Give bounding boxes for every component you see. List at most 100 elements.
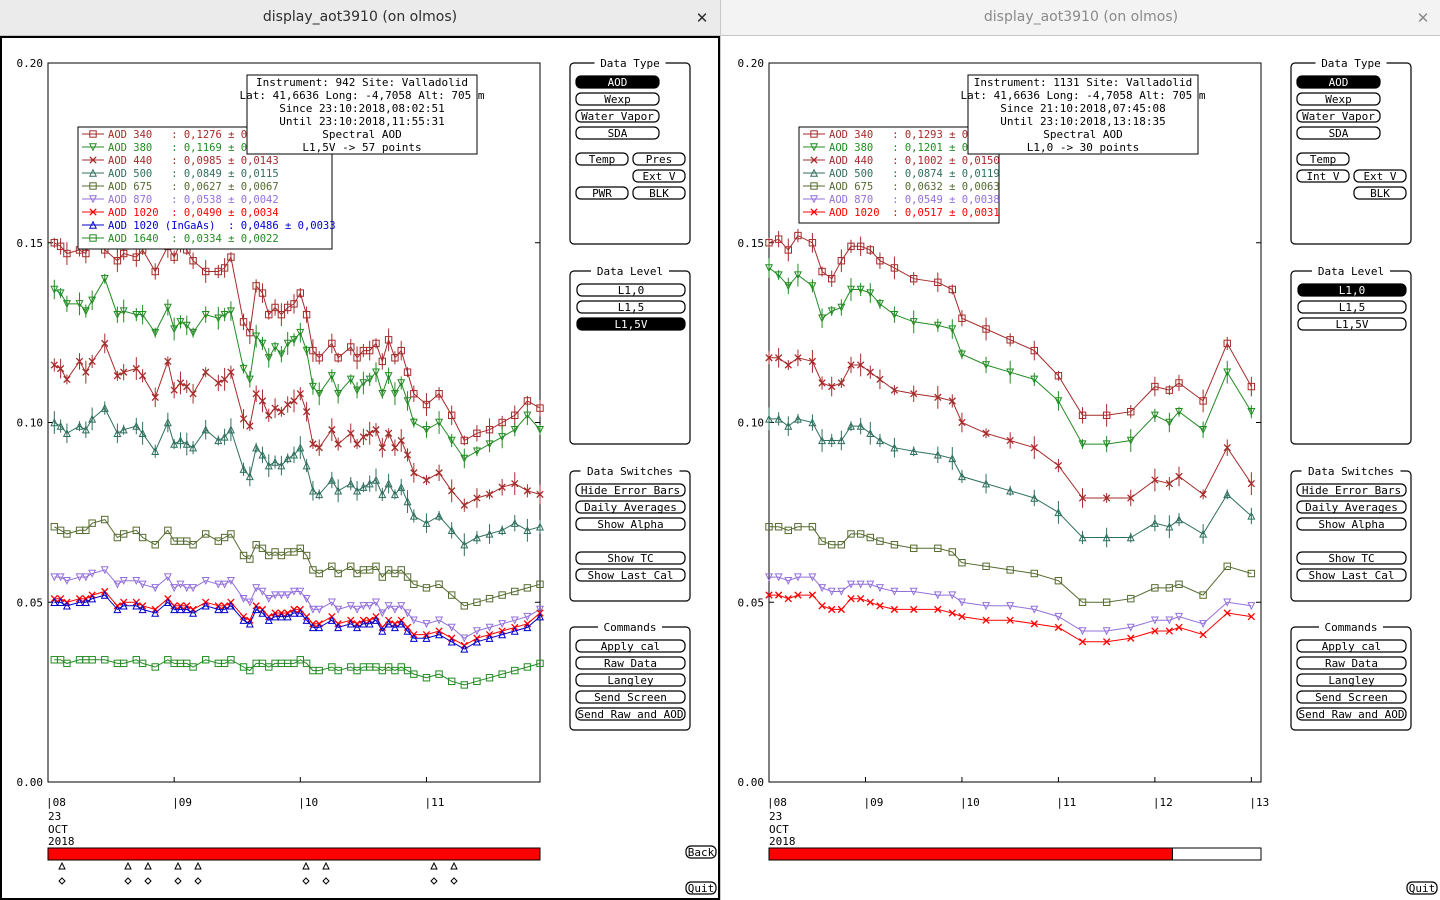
- button-frame[interactable]: [1296, 568, 1407, 582]
- time-progress-bar[interactable]: [47, 847, 541, 861]
- button-frame[interactable]: [1296, 517, 1407, 531]
- button-frame[interactable]: [575, 186, 629, 200]
- show-alpha-button[interactable]: Show Alpha: [1296, 517, 1407, 531]
- hide-error-bars-button[interactable]: Hide Error Bars: [1296, 483, 1407, 497]
- button-frame[interactable]: [575, 656, 686, 670]
- daily-averages-button[interactable]: Daily Averages: [575, 500, 686, 514]
- button-frame[interactable]: [1296, 169, 1350, 183]
- data-type-ext-v-button[interactable]: Ext V: [632, 169, 686, 183]
- button-frame[interactable]: [685, 845, 717, 859]
- data-type-sda-button[interactable]: SDA: [1296, 126, 1381, 140]
- button-frame[interactable]: [1296, 551, 1407, 565]
- title-bar[interactable]: display_aot3910 (on olmos) ✕: [721, 0, 1440, 36]
- back-button[interactable]: Back: [685, 845, 717, 859]
- button-frame[interactable]: [575, 673, 686, 687]
- data-level-l1-0-button[interactable]: L1,0: [576, 283, 686, 297]
- button-frame[interactable]: [575, 517, 686, 531]
- button-frame[interactable]: [685, 881, 717, 895]
- title-bar[interactable]: display_aot3910 (on olmos) ✕: [0, 0, 720, 36]
- langley-button[interactable]: Langley: [1296, 673, 1407, 687]
- send-raw-and-aod-button[interactable]: Send Raw and AOD: [1296, 707, 1407, 721]
- button-frame[interactable]: [632, 169, 686, 183]
- button-frame[interactable]: [1296, 109, 1381, 123]
- data-type-pres-button[interactable]: Pres: [632, 152, 686, 166]
- data-level-l1-5-button[interactable]: L1,5: [1297, 300, 1407, 314]
- raw-data-button[interactable]: Raw Data: [575, 656, 686, 670]
- data-type-water-vapor-button[interactable]: Water Vapor: [575, 109, 660, 123]
- button-frame[interactable]: [1296, 152, 1350, 166]
- button-frame[interactable]: [1353, 169, 1407, 183]
- raw-data-button[interactable]: Raw Data: [1296, 656, 1407, 670]
- data-type-blk-button[interactable]: BLK: [632, 186, 686, 200]
- data-type-temp-button[interactable]: Temp: [575, 152, 629, 166]
- button-frame[interactable]: [1296, 92, 1381, 106]
- button-frame[interactable]: [575, 75, 660, 89]
- data-type-sda-button[interactable]: SDA: [575, 126, 660, 140]
- button-frame[interactable]: [1297, 317, 1407, 331]
- daily-averages-button[interactable]: Daily Averages: [1296, 500, 1407, 514]
- show-last-cal-button[interactable]: Show Last Cal: [1296, 568, 1407, 582]
- button-frame[interactable]: [1296, 483, 1407, 497]
- button-frame[interactable]: [575, 500, 686, 514]
- show-alpha-button[interactable]: Show Alpha: [575, 517, 686, 531]
- data-level-l1-5-button[interactable]: L1,5: [576, 300, 686, 314]
- button-frame[interactable]: [575, 551, 686, 565]
- data-type-wexp-button[interactable]: Wexp: [575, 92, 660, 106]
- data-level-l1-0-button[interactable]: L1,0: [1297, 283, 1407, 297]
- button-frame[interactable]: [1296, 656, 1407, 670]
- data-type-ext-v-button[interactable]: Ext V: [1353, 169, 1407, 183]
- time-progress-bar[interactable]: [768, 847, 1262, 861]
- button-frame[interactable]: [575, 152, 629, 166]
- data-type-water-vapor-button[interactable]: Water Vapor: [1296, 109, 1381, 123]
- data-type-blk-button[interactable]: BLK: [1353, 186, 1407, 200]
- langley-button[interactable]: Langley: [575, 673, 686, 687]
- apply-cal-button[interactable]: Apply cal: [575, 639, 686, 653]
- close-icon[interactable]: ✕: [1416, 9, 1430, 27]
- data-type-int-v-button[interactable]: Int V: [1296, 169, 1350, 183]
- button-frame[interactable]: [576, 300, 686, 314]
- show-last-cal-button[interactable]: Show Last Cal: [575, 568, 686, 582]
- data-level-l1-5v-button[interactable]: L1,5V: [576, 317, 686, 331]
- send-raw-and-aod-button[interactable]: Send Raw and AOD: [575, 707, 686, 721]
- button-frame[interactable]: [1406, 881, 1438, 895]
- button-frame[interactable]: [575, 707, 686, 721]
- button-frame[interactable]: [1297, 300, 1407, 314]
- data-level-l1-5v-button[interactable]: L1,5V: [1297, 317, 1407, 331]
- quit-button[interactable]: Quit: [685, 881, 717, 895]
- button-frame[interactable]: [632, 186, 686, 200]
- button-frame[interactable]: [575, 126, 660, 140]
- show-tc-button[interactable]: Show TC: [1296, 551, 1407, 565]
- data-type-temp-button[interactable]: Temp: [1296, 152, 1350, 166]
- data-point: [347, 562, 355, 570]
- button-frame[interactable]: [575, 639, 686, 653]
- button-frame[interactable]: [575, 483, 686, 497]
- button-frame[interactable]: [575, 568, 686, 582]
- button-frame[interactable]: [1296, 690, 1407, 704]
- button-frame[interactable]: [575, 92, 660, 106]
- button-frame[interactable]: [576, 283, 686, 297]
- button-frame[interactable]: [576, 317, 686, 331]
- data-point: [498, 591, 506, 599]
- data-type-aod-button[interactable]: AOD: [575, 75, 660, 89]
- send-screen-button[interactable]: Send Screen: [1296, 690, 1407, 704]
- button-frame[interactable]: [575, 109, 660, 123]
- send-screen-button[interactable]: Send Screen: [575, 690, 686, 704]
- button-frame[interactable]: [1296, 639, 1407, 653]
- data-type-pwr-button[interactable]: PWR: [575, 186, 629, 200]
- button-frame[interactable]: [1353, 186, 1407, 200]
- data-type-wexp-button[interactable]: Wexp: [1296, 92, 1381, 106]
- button-frame[interactable]: [1296, 707, 1407, 721]
- apply-cal-button[interactable]: Apply cal: [1296, 639, 1407, 653]
- hide-error-bars-button[interactable]: Hide Error Bars: [575, 483, 686, 497]
- close-icon[interactable]: ✕: [695, 9, 709, 27]
- data-type-aod-button[interactable]: AOD: [1296, 75, 1381, 89]
- button-frame[interactable]: [1296, 673, 1407, 687]
- quit-button[interactable]: Quit: [1406, 881, 1438, 895]
- button-frame[interactable]: [1296, 75, 1381, 89]
- button-frame[interactable]: [632, 152, 686, 166]
- show-tc-button[interactable]: Show TC: [575, 551, 686, 565]
- button-frame[interactable]: [1297, 283, 1407, 297]
- button-frame[interactable]: [1296, 126, 1381, 140]
- button-frame[interactable]: [1296, 500, 1407, 514]
- button-frame[interactable]: [575, 690, 686, 704]
